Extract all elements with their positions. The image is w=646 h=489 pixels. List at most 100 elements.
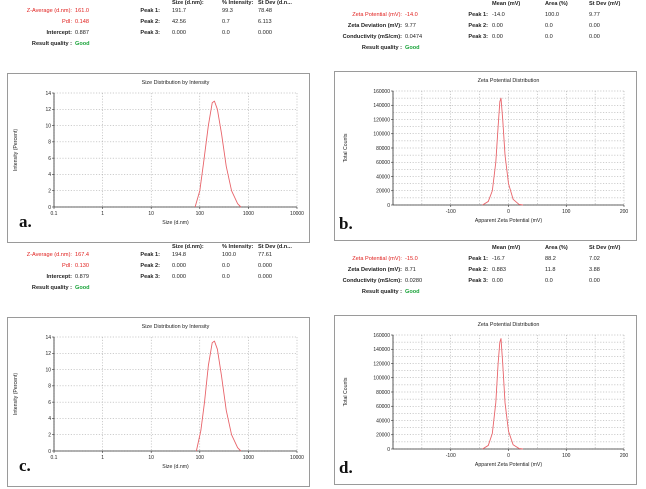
x-tick-label: 0.1 [51,211,58,217]
chart-c: Size Distribution by Intensity 0 2 4 6 8 10 12 1… [13,324,304,470]
peak-value: 78.48 [258,8,272,14]
peak-value: 0.00 [492,278,503,284]
y-tick-label: 120000 [373,117,390,123]
summary-a: Z-Average (d.nm): 161.0 PdI: 0.148 Intercept… [0,0,323,72]
x-tick-label: 200 [620,453,629,459]
column-header: Size (d.nm): [172,0,204,6]
x-tick-label: 0.1 [51,455,58,461]
summary-label: Conductivity (mS/cm): [342,278,402,284]
y-tick-label: 40000 [376,418,390,424]
x-axis-label: Size (d.nm) [162,464,189,470]
column-header: St Dev (mV) [589,1,621,7]
column-header: Area (%) [545,1,568,7]
peak-value: 77.61 [258,252,272,258]
y-tick-label: 12 [45,351,51,357]
peak-label: Peak 3: [140,30,160,36]
peak-label: Peak 1: [468,12,488,18]
x-tick-label: 0 [507,209,510,215]
result-quality-value: Good [75,41,90,47]
result-quality-value: Good [75,285,90,291]
result-quality-value: Good [405,289,420,295]
peak-value: 100.0 [222,252,236,258]
panel-b: Zeta Potential (mV): -14.0 Zeta Deviation … [323,0,646,244]
x-tick-label: 200 [620,209,629,215]
y-axis-label: Intensity (Percent) [13,129,19,171]
chart-frame-d: Zeta Potential Distribution 0 20000 40000 60… [334,315,637,485]
x-tick-label: 1 [101,211,104,217]
result-quality-value: Good [405,45,420,51]
peak-value: 42.56 [172,19,186,25]
peak-value: 0.000 [172,30,186,36]
y-tick-label: 120000 [373,361,390,367]
summary-d: Zeta Potential (mV): -15.0 Zeta Deviation … [323,244,646,316]
peak-value: 0.883 [492,267,506,273]
y-tick-label: 140000 [373,103,390,109]
y-tick-label: 14 [45,335,51,341]
panel-letter: a. [19,212,32,231]
series-line [195,340,242,452]
summary-value: 9.77 [405,23,416,29]
y-tick-label: 2 [48,433,51,439]
summary-value: 8.71 [405,267,416,273]
summary-label: Zeta Potential (mV): [352,12,402,18]
y-tick-label: 6 [48,400,51,406]
summary-label: Z-Average (d.nm): [26,252,72,258]
peak-label: Peak 1: [140,252,160,258]
summary-value: 0.148 [75,19,89,25]
summary-label: Result quality : [31,285,72,291]
column-header: Mean (mV) [492,1,521,7]
peak-value: 6.113 [258,19,272,25]
y-tick-label: 0 [387,447,390,453]
y-tick-label: 140000 [373,347,390,353]
x-tick-label: -100 [446,453,456,459]
column-header: Area (%) [545,245,568,251]
y-axis-label: Total Counts [343,133,349,162]
chart-title: Zeta Potential Distribution [478,322,540,328]
peak-label: Peak 2: [468,23,488,29]
summary-value: -14.0 [405,12,418,18]
chart-d: Zeta Potential Distribution 0 20000 40000 60… [343,322,629,468]
x-tick-label: 10 [148,211,154,217]
x-axis-label: Apparent Zeta Potential (mV) [475,462,542,468]
peak-value: -14.0 [492,12,505,18]
y-tick-label: 0 [387,203,390,209]
y-tick-label: 20000 [376,189,390,195]
column-header: St Dev (d.n... [258,0,292,6]
summary-label: Result quality : [361,289,402,295]
summary-label: Intercept: [46,30,73,36]
y-tick-label: 12 [45,107,51,113]
peak-label: Peak 3: [140,274,160,280]
peak-value: 0.0 [222,263,230,269]
y-tick-label: 0 [48,449,51,455]
panel-letter: d. [339,458,353,477]
y-tick-label: 20000 [376,433,390,439]
y-tick-label: 10 [45,367,51,373]
peak-label: Peak 1: [140,8,160,14]
peak-value: 0.00 [589,23,600,29]
y-tick-label: 4 [48,172,51,178]
peak-value: 0.0 [222,274,230,280]
summary-value: 0.0280 [405,278,423,284]
x-tick-label: 1000 [243,211,254,217]
peak-value: 0.000 [258,263,272,269]
chart-frame-c: Size Distribution by Intensity 0 2 4 6 8 10 12 1… [7,317,310,487]
chart-frame-a: Size Distribution by Intensity 0 2 4 6 8 10 12 1… [7,73,310,243]
y-tick-label: 160000 [373,89,390,95]
y-tick-label: 4 [48,416,51,422]
y-axis-label: Total Counts [343,377,349,406]
summary-value: 167.4 [75,252,89,258]
x-tick-label: -100 [446,209,456,215]
summary-label: Result quality : [361,45,402,51]
y-tick-label: 100000 [373,376,390,382]
x-tick-label: 0 [507,453,510,459]
column-header: St Dev (d.n... [258,244,292,250]
peak-value: 3.88 [589,267,600,273]
peak-value: 0.0 [545,23,553,29]
chart-title: Zeta Potential Distribution [478,78,540,84]
peak-value: 0.000 [172,274,186,280]
summary-value: -15.0 [405,256,418,262]
chart-frame-b: Zeta Potential Distribution 0 20000 40000 60… [334,71,637,241]
peak-value: 0.0 [545,278,553,284]
panel-d: Zeta Potential (mV): -15.0 Zeta Deviation … [323,244,646,488]
column-header: % Intensity: [222,0,254,6]
